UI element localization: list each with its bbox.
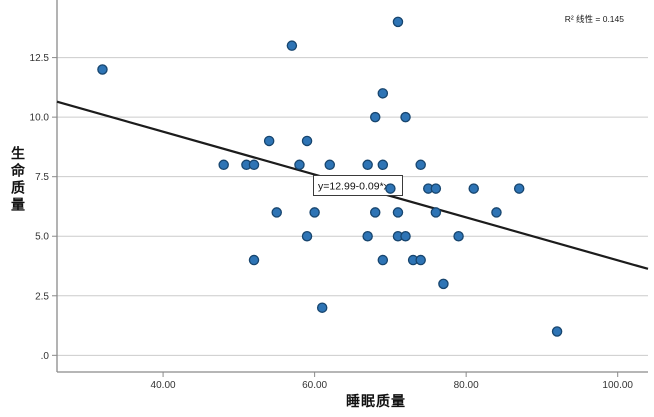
data-point: [415, 159, 426, 171]
y-tick-label: .0: [41, 351, 50, 362]
x-tick-label: 60.00: [302, 380, 327, 391]
data-point: [392, 207, 404, 218]
data-point: [491, 207, 502, 218]
data-point: [362, 159, 373, 171]
data-point: [453, 230, 464, 242]
data-point: [415, 254, 426, 266]
x-tick-label: 80.00: [454, 380, 479, 391]
data-point: [385, 183, 396, 194]
data-point: [369, 111, 381, 123]
data-point: [551, 326, 563, 337]
x-axis-title: 睡眠质量: [346, 393, 406, 409]
y-tick-label: 12.5: [30, 53, 50, 64]
data-point: [271, 207, 282, 218]
data-point: [400, 111, 411, 123]
data-point: [324, 159, 336, 171]
data-point: [309, 207, 320, 218]
data-point: [513, 183, 525, 194]
y-axis-title: 生命质量: [10, 146, 26, 214]
y-tick-label: 7.5: [35, 172, 49, 183]
data-point: [392, 16, 404, 28]
data-point: [248, 254, 260, 266]
x-tick-label: 100.00: [602, 380, 633, 391]
data-point: [430, 207, 442, 218]
r-squared-label: R² 线性 = 0.145: [564, 14, 624, 24]
y-tick-label: 10.0: [30, 113, 50, 124]
data-point: [362, 230, 373, 242]
data-point: [301, 230, 313, 242]
data-point: [468, 183, 479, 194]
data-point: [294, 159, 305, 171]
data-point: [218, 159, 229, 171]
data-point: [377, 254, 389, 266]
data-point: [369, 207, 381, 218]
data-point: [263, 135, 275, 147]
data-point: [248, 159, 260, 171]
data-point: [400, 230, 411, 242]
data-point: [316, 302, 328, 313]
data-point: [97, 64, 108, 75]
data-point: [377, 88, 389, 99]
data-point: [286, 40, 298, 51]
data-point: [430, 183, 442, 194]
y-tick-label: 2.5: [35, 291, 49, 302]
data-point: [301, 135, 313, 147]
equation-callout-box: [313, 175, 403, 196]
regression-equation-text: y=12.99-0.09*x: [318, 181, 390, 193]
y-tick-label: 5.0: [35, 232, 49, 243]
data-point: [377, 159, 389, 171]
x-tick-label: 40.00: [151, 380, 176, 391]
data-point: [438, 278, 449, 290]
